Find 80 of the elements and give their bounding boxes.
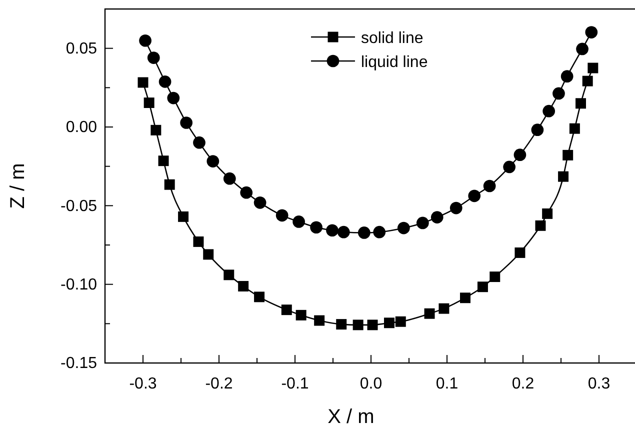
point [281,304,292,316]
point [352,320,364,330]
point [276,209,288,222]
point [585,26,598,38]
point [582,76,593,86]
point [180,116,192,129]
point [477,282,488,292]
point [358,226,370,239]
point [310,221,322,234]
point [398,222,410,234]
legend-label: solid line [361,30,424,47]
y-tick-label: 0.00 [66,119,98,136]
point [395,316,406,327]
point [223,172,236,185]
x-tick-label: -0.1 [281,375,309,392]
point [138,77,148,88]
point [164,179,175,190]
point [167,92,180,104]
point [254,196,266,209]
point [514,247,526,258]
point [178,211,189,222]
x-tick-label: -0.3 [129,375,157,392]
point [576,98,586,109]
point [206,155,220,168]
point [336,319,347,330]
point [542,104,556,118]
point [314,315,325,326]
point [193,136,206,149]
point [483,180,496,192]
point [384,318,394,328]
point [576,42,588,56]
x-tick-label: -0.2 [205,375,233,392]
point [416,216,429,230]
y-tick-label: 0.05 [66,40,98,58]
point [588,62,598,74]
y-tick-label: -0.05 [60,198,98,215]
x-tick-label: 0.1 [436,375,458,392]
point [296,310,306,320]
point [254,292,265,302]
point [337,226,350,238]
point [562,150,574,160]
point [430,211,444,224]
x-tick-label: 0.2 [512,375,534,392]
point [240,186,253,199]
point [147,52,160,64]
y-tick-label: -0.10 [60,276,98,294]
point [514,148,526,162]
point [552,87,565,100]
point [569,123,580,134]
point [468,190,481,202]
point [367,320,378,330]
point [503,160,516,174]
point [460,292,470,304]
point [292,216,305,228]
point [238,280,249,292]
point [158,156,169,166]
point [424,308,435,319]
point [558,171,569,182]
point [535,220,546,231]
point [224,270,234,280]
point [139,34,152,47]
point [438,303,450,314]
point [144,98,154,108]
point [150,124,162,136]
y-tick-label: -0.15 [60,355,98,372]
point [490,272,500,282]
point [158,76,172,88]
x-tick-label: 0.3 [588,375,610,392]
point [203,249,214,260]
y-axis-title: Z / m [7,163,29,209]
point [531,124,544,136]
point [560,70,574,83]
point [326,224,338,237]
point [542,208,553,219]
x-axis-title: X / m [328,406,374,428]
legend-label: liquid line [361,54,428,71]
point [193,236,204,247]
point [373,226,386,238]
x-tick-label: 0.0 [360,375,382,392]
point [450,202,462,214]
